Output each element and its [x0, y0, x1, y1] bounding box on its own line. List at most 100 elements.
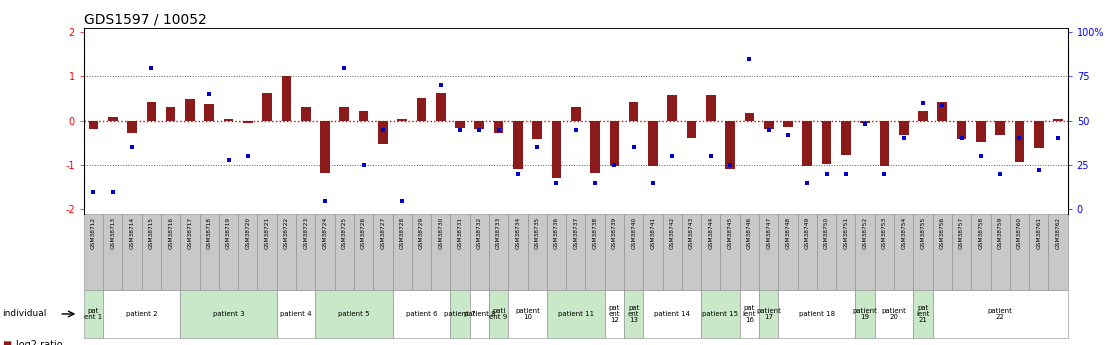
Bar [605, 290, 624, 338]
Bar [315, 290, 392, 338]
Bar [532, 121, 542, 139]
Text: GSM38755: GSM38755 [920, 217, 926, 249]
Text: pat
ent 1: pat ent 1 [84, 308, 103, 320]
Text: patient 18: patient 18 [799, 311, 835, 317]
Text: pat
ent
13: pat ent 13 [628, 305, 639, 323]
Bar [1053, 119, 1063, 121]
Bar [489, 290, 509, 338]
Bar [489, 214, 509, 290]
Bar [392, 214, 411, 290]
Bar [200, 214, 219, 290]
Bar [373, 214, 392, 290]
Text: pati
ent 9: pati ent 9 [490, 308, 508, 320]
Bar [509, 290, 547, 338]
Text: GSM38753: GSM38753 [882, 217, 887, 249]
Bar [682, 214, 701, 290]
Bar [1029, 214, 1049, 290]
Text: GSM38757: GSM38757 [959, 217, 964, 249]
Text: GSM38745: GSM38745 [728, 217, 732, 249]
Bar [1034, 121, 1043, 148]
Bar [609, 121, 619, 166]
Text: patient
22: patient 22 [987, 308, 1013, 320]
Bar [186, 99, 195, 121]
Text: GSM38719: GSM38719 [226, 217, 231, 249]
Bar [1010, 214, 1029, 290]
Text: GSM38714: GSM38714 [130, 217, 134, 249]
Bar [880, 121, 889, 166]
Bar [334, 214, 354, 290]
Text: patient 14: patient 14 [654, 311, 690, 317]
Bar [340, 107, 349, 121]
Bar [359, 111, 369, 121]
Text: GSM38741: GSM38741 [651, 217, 655, 249]
Text: GSM38718: GSM38718 [207, 217, 211, 249]
Text: GDS1597 / 10052: GDS1597 / 10052 [84, 12, 207, 27]
Bar [624, 214, 643, 290]
Text: GSM38751: GSM38751 [843, 217, 849, 249]
Bar [451, 214, 470, 290]
Text: GSM38715: GSM38715 [149, 217, 154, 249]
Bar [874, 290, 913, 338]
Text: patient 8: patient 8 [464, 311, 495, 317]
Bar [571, 107, 580, 121]
Text: patient
10: patient 10 [515, 308, 540, 320]
Text: GSM38754: GSM38754 [901, 217, 907, 249]
Text: GSM38727: GSM38727 [380, 217, 386, 249]
Text: GSM38738: GSM38738 [593, 217, 597, 249]
Text: GSM38744: GSM38744 [709, 217, 713, 249]
Text: GSM38731: GSM38731 [457, 217, 463, 249]
Text: GSM38762: GSM38762 [1055, 217, 1061, 249]
Bar [436, 93, 446, 121]
Bar [783, 121, 793, 127]
Bar [855, 214, 874, 290]
Text: GSM38729: GSM38729 [419, 217, 424, 249]
Bar [701, 290, 740, 338]
Text: patient
17: patient 17 [756, 308, 781, 320]
Bar [995, 121, 1005, 135]
Text: ■: ■ [2, 340, 11, 345]
Bar [745, 113, 755, 121]
Bar [411, 214, 432, 290]
Bar [841, 121, 851, 155]
Text: GSM38749: GSM38749 [805, 217, 809, 249]
Bar [951, 214, 972, 290]
Bar [643, 214, 663, 290]
Bar [586, 214, 605, 290]
Bar [566, 214, 586, 290]
Bar [822, 121, 832, 164]
Text: GSM38756: GSM38756 [940, 217, 945, 249]
Text: pat
ient
21: pat ient 21 [917, 305, 930, 323]
Text: GSM38752: GSM38752 [863, 217, 868, 249]
Text: GSM38723: GSM38723 [303, 217, 309, 249]
Bar [624, 290, 643, 338]
Text: GSM38728: GSM38728 [399, 217, 405, 249]
Text: GSM38735: GSM38735 [534, 217, 540, 249]
Bar [397, 119, 407, 121]
Bar [628, 102, 638, 121]
Text: GSM38739: GSM38739 [612, 217, 617, 249]
Text: GSM38724: GSM38724 [322, 217, 328, 249]
Bar [957, 121, 966, 139]
Bar [243, 121, 253, 122]
Text: patient 11: patient 11 [558, 311, 594, 317]
Bar [417, 98, 426, 121]
Bar [855, 290, 874, 338]
Text: GSM38743: GSM38743 [689, 217, 694, 249]
Text: patient 6: patient 6 [406, 311, 437, 317]
Bar [451, 290, 470, 338]
Text: GSM38725: GSM38725 [342, 217, 347, 249]
Bar [740, 290, 759, 338]
Bar [643, 290, 701, 338]
Bar [899, 121, 909, 135]
Bar [705, 95, 716, 121]
Bar [238, 214, 257, 290]
Bar [470, 290, 489, 338]
Bar [547, 290, 605, 338]
Bar [257, 214, 277, 290]
Text: patient 15: patient 15 [702, 311, 739, 317]
Bar [648, 121, 657, 166]
Text: GSM38742: GSM38742 [670, 217, 675, 249]
Bar [88, 121, 98, 129]
Bar [1049, 214, 1068, 290]
Bar [759, 214, 778, 290]
